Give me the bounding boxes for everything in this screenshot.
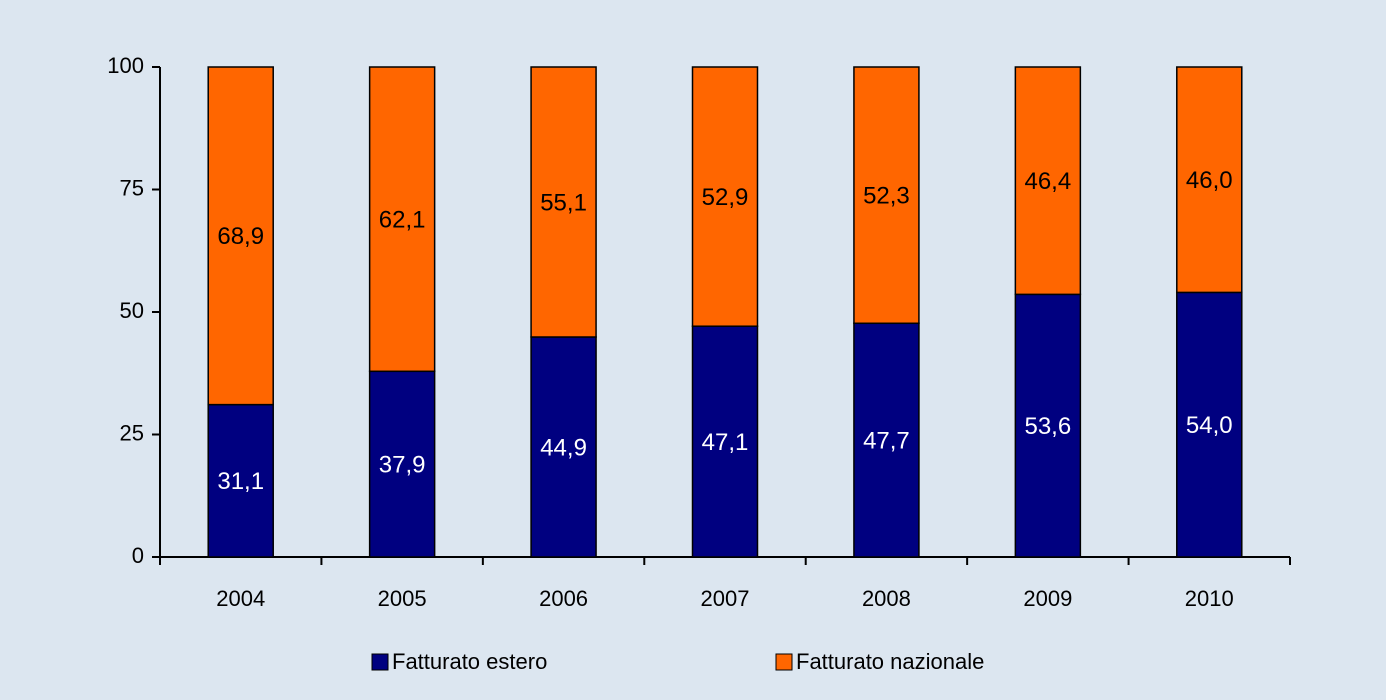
bar-segment [530,66,597,338]
x-tick-label: 2006 [539,586,588,611]
y-tick-label: 100 [107,53,144,78]
legend-label: Fatturato nazionale [796,649,984,674]
y-tick-label: 75 [120,175,144,200]
data-label: 46,0 [1186,167,1233,194]
data-label: 37,9 [379,451,426,478]
data-label: 62,1 [379,206,426,233]
data-label: 47,7 [863,427,910,454]
y-tick-label: 25 [120,420,144,445]
data-label: 44,9 [540,434,587,461]
y-tick-label: 0 [132,543,144,568]
data-label: 46,4 [1024,168,1071,195]
data-label: 31,1 [217,468,264,495]
bar-segment [1176,291,1243,558]
x-tick-label: 2008 [862,586,911,611]
x-tick-label: 2005 [378,586,427,611]
bar-segment [368,370,436,558]
x-tick-label: 2007 [701,586,750,611]
bar-segment [1176,66,1243,294]
x-tick-label: 2004 [216,586,265,611]
bar-segment [853,322,920,558]
bar-segment [691,66,759,327]
legend-swatch [371,653,389,671]
bar-segment [853,66,920,325]
data-label: 47,1 [702,429,749,456]
data-label: 52,3 [863,182,910,209]
x-tick-label: 2010 [1185,586,1234,611]
legend-swatch [775,653,793,671]
data-label: 55,1 [540,189,587,216]
data-label: 54,0 [1186,412,1233,439]
bar-segment [1014,293,1082,558]
data-label: 68,9 [217,223,264,250]
bar-segment [1014,66,1082,296]
bar-segment [368,66,436,373]
bar-segment [207,403,274,558]
y-tick-label: 50 [120,298,144,323]
data-label: 52,9 [702,184,749,211]
data-label: 53,6 [1024,413,1071,440]
x-tick-label: 2009 [1023,586,1072,611]
legend-label: Fatturato estero [392,649,547,674]
bar-segment [207,66,274,406]
bar-segment [530,336,597,558]
